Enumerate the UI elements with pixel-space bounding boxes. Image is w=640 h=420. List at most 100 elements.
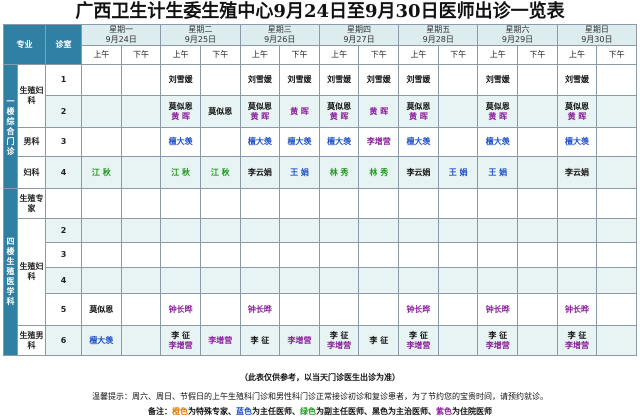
schedule-cell	[81, 64, 122, 96]
schedule-cell	[318, 188, 360, 219]
schedule-cell: 江 秋	[81, 156, 122, 189]
doctor-name: 钟长晔	[485, 304, 510, 314]
schedule-cell	[437, 218, 479, 243]
schedule-cell: 黄 晖	[358, 95, 400, 128]
schedule-cell: 檀大羡	[279, 127, 320, 157]
schedule-cell: 莫似恩	[81, 293, 122, 326]
dept-label: 男科	[17, 127, 46, 157]
doctor-name: 檀大羡	[327, 137, 352, 146]
doctor-name: 李增营	[287, 335, 312, 345]
am-header: 上午	[398, 45, 439, 65]
doctor-name: 李云娟	[565, 167, 589, 177]
dept-label: 生殖男科	[17, 325, 46, 356]
legend-prefix: 备注：	[148, 407, 172, 416]
doctor-name: 刘雪媛	[565, 75, 589, 84]
pm-header: 下午	[279, 45, 320, 65]
doctor-name: 莫似恩	[406, 101, 431, 111]
table-row: 四楼生殖医学科 生殖专家	[3, 188, 637, 356]
schedule-cell	[517, 127, 558, 157]
pm-header: 下午	[437, 45, 479, 65]
doctor-name: 江 秋	[171, 167, 190, 177]
schedule-cell: 江 秋	[160, 156, 201, 189]
doctor-name: 刘雪媛	[406, 75, 431, 84]
doctor-name: 刘雪媛	[485, 75, 510, 84]
doctor-name: 林 秀	[369, 167, 389, 177]
room-number: 1	[45, 64, 82, 96]
schedule-cell: 林 秀	[318, 156, 360, 189]
doctor-name: 刘雪媛	[247, 75, 272, 84]
schedule-cell	[477, 188, 519, 219]
schedule-cell	[517, 188, 558, 219]
schedule-cell: 钟长晔	[398, 293, 439, 326]
doctor-name: 黄 晖	[369, 106, 389, 116]
schedule-cell	[477, 218, 519, 243]
room-number: 4	[45, 156, 82, 189]
schedule-cell	[160, 218, 201, 243]
schedule-cell	[398, 242, 439, 268]
doctor-name: 莫似恩	[247, 101, 272, 111]
schedule-cell	[358, 293, 400, 326]
doctor-name: 刘雪媛	[327, 75, 352, 84]
schedule-cell: 檀大羡	[239, 127, 281, 157]
doctor-name: 刘雪媛	[168, 75, 193, 84]
schedule-cell	[556, 188, 598, 219]
schedule-cell: 李 征	[358, 325, 400, 356]
schedule-cell: 莫似恩黄 晖	[239, 95, 281, 128]
schedule-cell: 刘雪媛	[477, 64, 519, 96]
schedule-cell	[318, 267, 360, 294]
schedule-cell	[81, 127, 122, 157]
schedule-cell: 李 征李增营	[398, 325, 439, 356]
schedule-cell: 刘雪媛	[239, 64, 281, 96]
pm-header: 下午	[596, 45, 637, 65]
schedule-cell	[556, 267, 598, 294]
am-header: 上午	[81, 45, 122, 65]
schedule-cell: 李 征李增营	[556, 325, 598, 356]
pm-header: 下午	[120, 45, 162, 65]
doctor-name: 李云娟	[247, 167, 272, 177]
doctor-name: 李 征	[409, 330, 428, 340]
schedule-cell	[120, 95, 162, 128]
schedule-cell	[596, 127, 637, 157]
doctor-name: 李增营	[168, 340, 193, 350]
day-header: 星期日 9月30日	[556, 24, 638, 46]
schedule-cell	[437, 127, 479, 157]
schedule-cell: 王 娟	[477, 156, 519, 189]
doctor-name: 黄 晖	[409, 111, 428, 121]
table-row: 生殖男科 6 檀大羡李 征李增营 李增营李 征李增营李 征李增营李 征李 征李增营李 …	[4, 325, 637, 356]
doctor-name: 莫似恩	[485, 101, 510, 111]
room-number: 5	[45, 293, 82, 326]
disclaimer: （此表仅供参考，以当天门诊医生出诊为准）	[240, 373, 400, 382]
dept-label: 生殖专家	[17, 188, 46, 219]
doctor-name: 李 征	[329, 330, 349, 340]
legend-text: 为副主任医师、黑色为主治医师、	[316, 407, 436, 416]
schedule-cell	[199, 267, 241, 294]
schedule-cell: 刘雪媛	[358, 64, 400, 96]
schedule-cell	[398, 188, 439, 219]
doctor-name: 王 娟	[488, 167, 508, 177]
doctor-name: 王 娟	[448, 167, 468, 177]
schedule-cell: 刘雪媛	[556, 64, 598, 96]
doctor-name: 李 征	[567, 330, 587, 340]
table-row: 2 莫似恩黄 晖莫似恩 莫似恩黄 晖黄 晖莫似恩黄 晖黄 晖莫似恩黄 晖莫似恩黄 晖…	[4, 95, 637, 128]
schedule-cell	[358, 188, 400, 219]
schedule-cell	[358, 218, 400, 243]
schedule-cell	[120, 156, 162, 189]
pm-header: 下午	[517, 45, 558, 65]
legend-text: 为特殊专家、	[188, 407, 236, 416]
schedule-cell: 江 秋	[199, 156, 241, 189]
schedule-cell	[160, 267, 201, 294]
am-header: 上午	[239, 45, 281, 65]
schedule-cell	[239, 188, 281, 219]
schedule-cell: 李 征	[239, 325, 281, 356]
doctor-name: 李 征	[369, 335, 389, 345]
legend-green: 绿色	[300, 407, 316, 416]
schedule-cell: 莫似恩黄 晖	[318, 95, 360, 128]
schedule-cell	[517, 267, 558, 294]
schedule-cell: 李增营	[358, 127, 400, 157]
schedule-cell: 莫似恩黄 晖	[160, 95, 201, 128]
schedule-cell	[199, 64, 241, 96]
schedule-cell	[437, 242, 479, 268]
room-number: 2	[45, 218, 82, 243]
room-number	[45, 188, 82, 219]
table-row: 5 莫似恩 钟长晔 钟长晔 钟长晔 钟长晔 钟长晔	[4, 293, 637, 326]
